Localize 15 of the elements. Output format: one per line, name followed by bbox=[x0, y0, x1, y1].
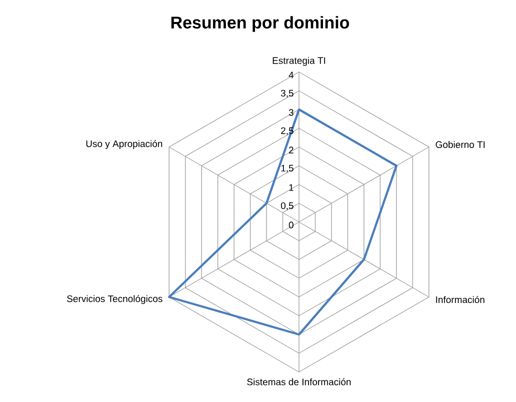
y-tick-label: 1,5 bbox=[281, 164, 294, 173]
y-tick-label: 3,5 bbox=[280, 90, 294, 98]
y-tick-label: 3 bbox=[288, 109, 294, 116]
y-tick-label: 0 bbox=[288, 222, 294, 228]
y-tick-label: 4 bbox=[288, 72, 294, 78]
spoke-label: Gobierno TI bbox=[436, 141, 485, 148]
y-tick-label: 2 bbox=[289, 146, 294, 154]
y-tick-label: 0,5 bbox=[280, 202, 294, 210]
spoke-label: Información bbox=[436, 296, 484, 304]
chart-title: Resumen por dominio bbox=[171, 16, 350, 32]
spoke-label: Estrategia TI bbox=[272, 56, 326, 66]
spoke-label: Sistemas de Información bbox=[247, 378, 351, 386]
y-tick-label: 1 bbox=[289, 184, 294, 191]
spoke-label: Servicios Tecnológicos bbox=[67, 295, 162, 304]
spoke-label: Uso y Apropiación bbox=[86, 140, 162, 149]
